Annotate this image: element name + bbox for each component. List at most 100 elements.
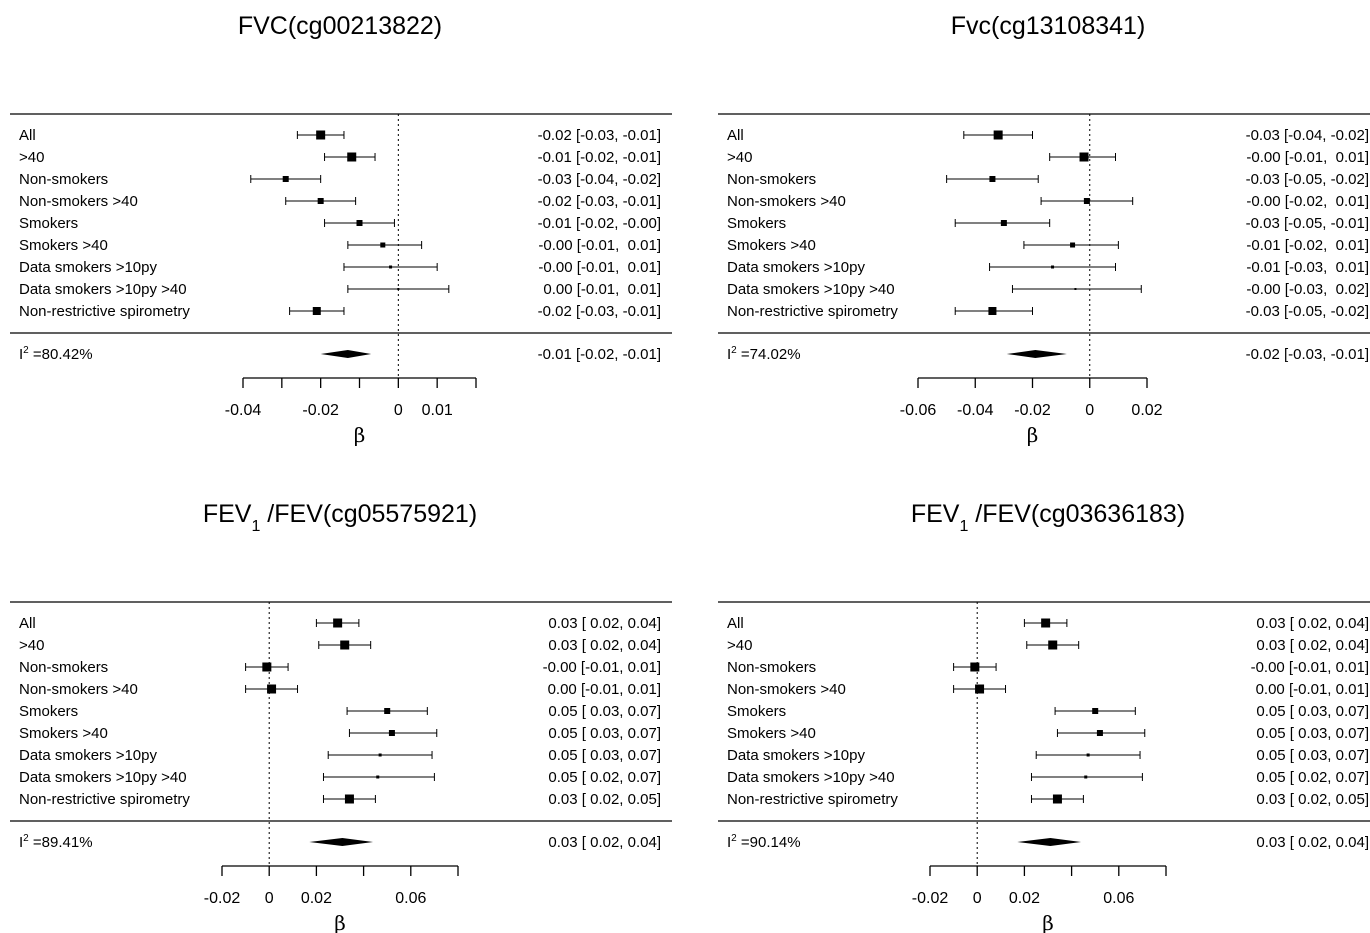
x-tick-label: -0.02 (912, 890, 949, 907)
point-estimate (389, 265, 393, 269)
point-estimate (1086, 753, 1090, 757)
row-label: Smokers (727, 215, 786, 232)
row-ci-text: 0.05 [ 0.03, 0.07] (548, 725, 661, 742)
point-estimate (1079, 152, 1089, 162)
row-ci-text: 0.05 [ 0.03, 0.07] (548, 703, 661, 720)
point-estimate (344, 794, 354, 804)
point-estimate (262, 662, 272, 672)
row-ci-text: 0.05 [ 0.03, 0.07] (548, 747, 661, 764)
point-estimate (378, 753, 382, 757)
x-axis-title: β (1027, 423, 1039, 447)
point-estimate (397, 288, 400, 290)
point-estimate (1074, 288, 1077, 290)
row-ci-text: -0.01 [-0.02, -0.01] (538, 149, 661, 166)
row-ci-text: -0.00 [-0.01, 0.01] (1251, 659, 1369, 676)
row-ci-text: 0.05 [ 0.03, 0.07] (1256, 703, 1369, 720)
row-label: Smokers >40 (19, 725, 108, 742)
row-ci-text: -0.00 [-0.03, 0.02] (1246, 281, 1369, 298)
row-ci-text: -0.00 [-0.02, 0.01] (1246, 193, 1369, 210)
summary-diamond (1017, 838, 1082, 846)
row-ci-text: 0.00 [-0.01, 0.01] (543, 281, 661, 298)
x-tick-label: 0.02 (301, 890, 332, 907)
row-label: Smokers >40 (727, 725, 816, 742)
forest-panel-3: FEV1 /FEV(cg05575921) All 0.03 [ 0.02, 0.0… (10, 500, 672, 933)
point-estimate (1070, 242, 1076, 248)
x-tick-label: -0.06 (900, 402, 937, 419)
row-label: All (19, 127, 36, 144)
forest-panel-2: Fvc(cg13108341) All -0.03 [-0.04, -0.02] >4… (718, 12, 1370, 447)
point-estimate (970, 662, 980, 672)
row-label: Smokers (19, 215, 78, 232)
row-ci-text: 0.05 [ 0.03, 0.07] (1256, 747, 1369, 764)
row-ci-text: -0.01 [-0.02, 0.01] (1246, 237, 1369, 254)
heterogeneity-label: I2 =90.14% (727, 833, 801, 851)
row-label: Data smokers >10py >40 (19, 281, 187, 298)
row-label: Non-smokers (727, 171, 816, 188)
x-tick-label: -0.04 (225, 402, 262, 419)
summary-ci-text: 0.03 [ 0.02, 0.04] (548, 834, 661, 851)
row-label: Non-restrictive spirometry (19, 303, 190, 320)
x-tick-label: 0.02 (1131, 402, 1162, 419)
x-axis-title: β (354, 423, 366, 447)
row-label: Data smokers >10py (727, 747, 865, 764)
row-label: Smokers (727, 703, 786, 720)
row-label: Non-smokers >40 (19, 681, 138, 698)
panel-title: FEV1 /FEV(cg05575921) (203, 500, 477, 535)
x-tick-label: -0.02 (302, 402, 339, 419)
point-estimate (376, 775, 380, 779)
row-label: Non-restrictive spirometry (727, 303, 898, 320)
forest-panel-4: FEV1 /FEV(cg03636183) All 0.03 [ 0.02, 0.0… (718, 500, 1370, 933)
row-label: Non-smokers (727, 659, 816, 676)
row-label: Data smokers >10py (19, 259, 157, 276)
row-label: Smokers (19, 703, 78, 720)
row-label: Non-smokers (19, 659, 108, 676)
point-estimate (282, 176, 289, 182)
row-ci-text: -0.00 [-0.01, 0.01] (543, 659, 661, 676)
point-estimate (380, 242, 386, 248)
row-label: Data smokers >10py (19, 747, 157, 764)
row-ci-text: -0.02 [-0.03, -0.01] (538, 127, 661, 144)
point-estimate (347, 152, 357, 162)
summary-diamond (320, 350, 372, 358)
row-ci-text: -0.03 [-0.04, -0.02] (1246, 127, 1369, 144)
point-estimate (333, 618, 343, 628)
panel-title: FEV1 /FEV(cg03636183) (911, 500, 1185, 535)
point-estimate (1084, 775, 1088, 779)
row-ci-text: -0.02 [-0.03, -0.01] (538, 303, 661, 320)
row-ci-text: 0.00 [-0.01, 0.01] (1256, 681, 1369, 698)
point-estimate (1052, 794, 1062, 804)
row-label: Non-smokers >40 (727, 193, 846, 210)
row-ci-text: 0.00 [-0.01, 0.01] (548, 681, 661, 698)
heterogeneity-label: I2 =80.42% (19, 345, 93, 363)
summary-ci-text: 0.03 [ 0.02, 0.04] (1256, 834, 1369, 851)
x-tick-label: -0.04 (957, 402, 994, 419)
row-ci-text: -0.00 [-0.01, 0.01] (538, 259, 661, 276)
row-label: Non-restrictive spirometry (727, 791, 898, 808)
point-estimate (993, 130, 1003, 140)
x-tick-label: 0 (265, 890, 274, 907)
forest-panel-1: FVC(cg00213822) All -0.02 [-0.03, -0.01] >4… (10, 12, 672, 447)
point-estimate (388, 730, 395, 736)
row-label: Data smokers >10py (727, 259, 865, 276)
heterogeneity-label: I2 =89.41% (19, 833, 93, 851)
x-tick-label: 0.06 (1103, 890, 1134, 907)
row-ci-text: -0.03 [-0.05, -0.01] (1246, 215, 1369, 232)
point-estimate (317, 198, 324, 204)
row-label: Non-smokers >40 (727, 681, 846, 698)
point-estimate (1092, 708, 1099, 714)
x-axis-title: β (334, 911, 346, 933)
row-ci-text: 0.03 [ 0.02, 0.05] (1256, 791, 1369, 808)
point-estimate (1048, 640, 1058, 650)
row-ci-text: 0.05 [ 0.03, 0.07] (1256, 725, 1369, 742)
row-label: All (727, 127, 744, 144)
row-label: >40 (19, 637, 44, 654)
point-estimate (316, 130, 326, 140)
point-estimate (340, 640, 350, 650)
point-estimate (384, 708, 391, 714)
point-estimate (988, 307, 997, 315)
point-estimate (1083, 198, 1090, 204)
row-label: All (727, 615, 744, 632)
x-tick-label: 0.02 (1009, 890, 1040, 907)
row-label: Smokers >40 (727, 237, 816, 254)
summary-diamond (1006, 350, 1067, 358)
